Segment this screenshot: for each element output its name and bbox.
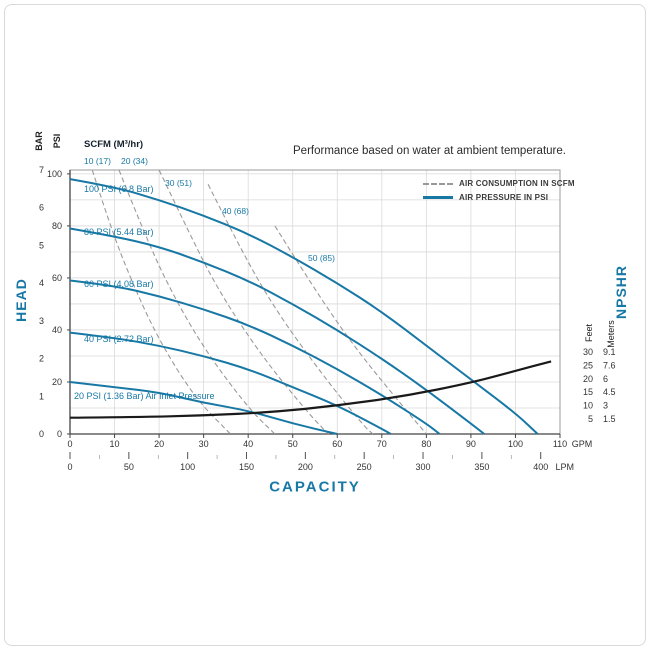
lpm-tick-label: 0: [67, 462, 72, 472]
pressure-curve-label: 60 PSI (4.08 Bar): [84, 279, 154, 289]
psi-tick-label: 80: [52, 221, 62, 231]
lpm-tick-label: 200: [298, 462, 313, 472]
capacity-axis-label: CAPACITY: [269, 478, 361, 496]
feet-tick-label: 15: [583, 387, 593, 397]
gpm-tick-label: 100: [508, 439, 523, 449]
scfm-axis-header: SCFM (M³/hr): [84, 139, 144, 150]
air-consumption-curve: [118, 169, 276, 435]
air-pressure-curve: [69, 381, 338, 435]
meters-tick-label: 1.5: [603, 414, 616, 424]
psi-tick-label: 60: [52, 273, 62, 283]
legend-label-air-pressure: AIR PRESSURE IN PSI: [459, 193, 549, 202]
bar-tick-label: 5: [39, 240, 44, 250]
feet-axis-label: Feet: [584, 323, 594, 343]
air-pressure-curve: [69, 227, 485, 435]
dashed-line-swatch: [423, 182, 453, 185]
gpm-tick-label: 50: [288, 439, 298, 449]
legend-item-air-consumption: AIR CONSUMPTION IN SCFM: [423, 179, 575, 188]
bar-tick-label: 1: [39, 391, 44, 401]
bar-tick-label: 4: [39, 278, 44, 288]
pressure-curve-label: 100 PSI (6.8 Bar): [84, 184, 154, 194]
psi-axis-label: PSI: [52, 133, 62, 149]
gpm-tick-label: 20: [154, 439, 164, 449]
air-curve-label: 10 (17): [84, 156, 111, 166]
npshr-axis-label: NPSHR: [613, 264, 629, 320]
gpm-tick-label: 60: [332, 439, 342, 449]
gpm-unit-label: GPM: [572, 439, 593, 449]
legend-label-air-consumption: AIR CONSUMPTION IN SCFM: [459, 179, 575, 188]
air-pressure-curve: [69, 331, 392, 435]
feet-tick-label: 10: [583, 401, 593, 411]
feet-tick-label: 20: [583, 374, 593, 384]
lpm-tick-label: 300: [416, 462, 431, 472]
psi-tick-label: 0: [57, 429, 62, 439]
psi-tick-label: 20: [52, 377, 62, 387]
air-curve-label: 40 (68): [222, 206, 249, 216]
pressure-curve-label: 40 PSI (2.72 Bar): [84, 334, 154, 344]
air-curve-label: 30 (51): [165, 178, 192, 188]
lpm-tick-label: 400: [533, 462, 548, 472]
bar-tick-label: 0: [39, 429, 44, 439]
pressure-curve-label: 20 PSI (1.36 Bar) Air Inlet Pressure: [74, 391, 215, 401]
lpm-tick-label: 350: [474, 462, 489, 472]
feet-tick-label: 30: [583, 347, 593, 357]
air-curve-label: 20 (34): [121, 156, 148, 166]
feet-tick-label: 5: [588, 414, 593, 424]
feet-tick-label: 25: [583, 360, 593, 370]
meters-axis-label: Meters: [606, 320, 616, 348]
meters-tick-label: 7.6: [603, 360, 616, 370]
gpm-tick-label: 90: [466, 439, 476, 449]
legend-item-air-pressure: AIR PRESSURE IN PSI: [423, 193, 575, 202]
meters-tick-label: 3: [603, 401, 608, 411]
meters-tick-label: 9.1: [603, 347, 616, 357]
bar-axis-label: BAR: [34, 131, 44, 151]
gpm-tick-label: 30: [199, 439, 209, 449]
gpm-tick-label: 10: [110, 439, 120, 449]
meters-tick-label: 4.5: [603, 387, 616, 397]
solid-line-swatch: [423, 196, 453, 199]
chart-legend: AIR CONSUMPTION IN SCFM AIR PRESSURE IN …: [423, 179, 575, 202]
air-pressure-curve: [69, 178, 539, 435]
pressure-curve-label: 80 PSI (5.44 Bar): [84, 227, 154, 237]
psi-tick-label: 100: [47, 169, 62, 179]
meters-tick-label: 6: [603, 374, 608, 384]
bar-tick-label: 7: [39, 165, 44, 175]
gpm-tick-label: 40: [243, 439, 253, 449]
gpm-tick-label: 80: [421, 439, 431, 449]
npshr-curve: [69, 360, 552, 419]
chart-title: Performance based on water at ambient te…: [293, 145, 566, 157]
gpm-tick-label: 110: [553, 439, 567, 449]
bar-tick-label: 6: [39, 203, 44, 213]
psi-tick-label: 40: [52, 325, 62, 335]
air-consumption-curve: [274, 225, 427, 435]
head-axis-label: HEAD: [13, 278, 29, 322]
air-pressure-curve: [69, 279, 441, 435]
air-consumption-curve: [207, 184, 374, 435]
bar-tick-label: 2: [39, 354, 44, 364]
lpm-unit-label: LPM: [555, 462, 574, 472]
bar-tick-label: 3: [39, 316, 44, 326]
lpm-tick-label: 150: [239, 462, 254, 472]
gpm-tick-label: 70: [377, 439, 387, 449]
lpm-tick-label: 50: [124, 462, 134, 472]
lpm-tick-label: 250: [357, 462, 372, 472]
gpm-tick-label: 0: [67, 439, 72, 449]
air-curve-label: 50 (85): [308, 253, 335, 263]
lpm-tick-label: 100: [180, 462, 195, 472]
